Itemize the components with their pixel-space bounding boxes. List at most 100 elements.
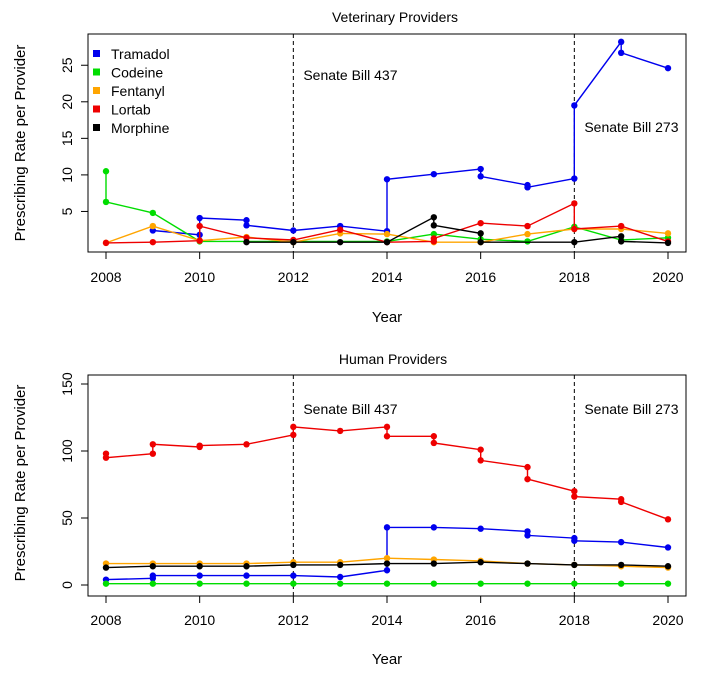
data-point-lortab: [149, 238, 157, 246]
data-point-tramadol: [383, 567, 391, 574]
data-point-tramadol: [664, 544, 672, 551]
data-point-codeine: [102, 580, 110, 587]
x-tick-label: 2020: [652, 612, 683, 628]
data-point-lortab: [571, 493, 578, 500]
data-point-morphine: [149, 563, 157, 570]
data-point-morphine: [383, 238, 391, 246]
series-line-lortab: [105, 426, 669, 520]
data-point-fentanyl: [664, 230, 672, 237]
data-point-codeine: [524, 238, 531, 245]
x-tick-label: 2016: [465, 612, 496, 628]
legend: Tramadol Codeine Fentanyl Lortab Morphine: [93, 46, 170, 136]
data-point-morphine: [617, 238, 625, 245]
x-axis-label: Year: [372, 309, 402, 326]
legend-label: Morphine: [111, 120, 170, 136]
legend-marker-fentanyl: [93, 87, 100, 94]
data-point-morphine: [383, 560, 391, 567]
data-point-tramadol: [149, 572, 157, 579]
data-point-tramadol: [664, 64, 672, 72]
data-point-fentanyl: [524, 230, 531, 238]
x-axis-label: Year: [372, 651, 402, 668]
data-point-morphine: [243, 238, 250, 246]
data-point-morphine: [336, 238, 344, 246]
legend-marker-lortab: [93, 105, 100, 113]
data-point-lortab: [524, 475, 531, 483]
x-tick-label: 2014: [371, 612, 402, 628]
data-point-lortab: [477, 219, 484, 227]
data-point-tramadol: [571, 102, 578, 109]
data-point-tramadol: [571, 175, 578, 182]
data-point-morphine: [336, 561, 344, 569]
data-point-codeine: [664, 580, 672, 587]
data-point-lortab: [430, 433, 438, 440]
annotations: Senate Bill 437 Senate Bill 273: [292, 375, 679, 596]
data-point-fentanyl: [149, 222, 157, 230]
legend-label: Tramadol: [111, 46, 170, 62]
axes: 2008 2010 2012 2014 2016 2018 2020 0 50 100 150: [59, 372, 684, 628]
data-point-codeine: [477, 580, 484, 587]
data-point-lortab: [243, 441, 250, 448]
x-tick-label: 2016: [465, 269, 496, 285]
data-point-lortab: [571, 200, 578, 207]
data-point-codeine: [243, 580, 250, 587]
y-tick-label: 5: [59, 207, 75, 215]
data-point-tramadol: [617, 49, 625, 57]
x-tick-label: 2012: [278, 612, 309, 628]
data-point-fentanyl: [383, 555, 391, 562]
x-tick-label: 2018: [559, 269, 590, 285]
data-point-tramadol: [149, 227, 157, 234]
x-tick-label: 2008: [90, 612, 121, 628]
data-point-morphine: [243, 563, 250, 570]
data-point-codeine: [149, 580, 157, 587]
data-point-morphine: [102, 564, 110, 571]
data-point-lortab: [617, 498, 625, 506]
data-point-tramadol: [336, 573, 344, 581]
data-point-lortab: [430, 235, 438, 242]
chart-title: Veterinary Providers: [332, 9, 458, 25]
data-point-codeine: [617, 580, 625, 587]
data-point-morphine: [617, 561, 625, 569]
data-point-codeine: [149, 209, 157, 217]
data-point-tramadol: [477, 173, 484, 180]
data-point-codeine: [102, 168, 110, 175]
x-tick-label: 2018: [559, 612, 590, 628]
data-point-tramadol: [243, 222, 250, 229]
data-point-tramadol: [196, 214, 203, 222]
y-tick-label: 25: [59, 57, 75, 73]
data-point-fentanyl: [383, 230, 391, 238]
data-point-tramadol: [383, 524, 391, 531]
data-point-morphine: [290, 561, 297, 569]
data-point-codeine: [430, 580, 438, 587]
data-point-codeine: [336, 580, 344, 587]
data-point-morphine: [664, 563, 672, 570]
data-point-tramadol: [290, 572, 297, 579]
annotation-label: Senate Bill 273: [584, 401, 678, 417]
data-point-lortab: [290, 423, 297, 431]
data-point-morphine: [430, 222, 438, 229]
data-point-morphine: [290, 238, 297, 246]
axes: 2008 2010 2012 2014 2016 2018 2020 5 10 15 20 25: [59, 57, 684, 285]
data-point-codeine: [102, 198, 110, 206]
data-point-morphine: [664, 239, 672, 247]
y-tick-label: 50: [59, 510, 75, 526]
data-point-morphine: [477, 230, 484, 237]
data-point-lortab: [102, 454, 110, 461]
veterinary-chart: Veterinary Providers Prescribing Rate pe…: [12, 9, 687, 326]
data-point-tramadol: [430, 170, 438, 178]
data-point-tramadol: [477, 525, 484, 532]
data-point-lortab: [149, 441, 157, 448]
x-tick-label: 2008: [90, 269, 121, 285]
y-tick-label: 150: [59, 372, 75, 396]
x-tick-label: 2020: [652, 269, 683, 285]
data-point-tramadol: [477, 165, 484, 173]
y-tick-label: 20: [59, 94, 75, 110]
data-point-morphine: [196, 563, 203, 570]
y-axis-label: Prescribing Rate per Provider: [12, 385, 29, 582]
data-point-lortab: [571, 225, 578, 233]
data-point-codeine: [196, 580, 203, 587]
data-point-lortab: [196, 222, 203, 230]
annotation-label: Senate Bill 273: [584, 119, 678, 135]
data-point-lortab: [524, 222, 531, 230]
annotations: Senate Bill 437 Senate Bill 273: [292, 34, 679, 252]
data-point-lortab: [336, 427, 344, 435]
